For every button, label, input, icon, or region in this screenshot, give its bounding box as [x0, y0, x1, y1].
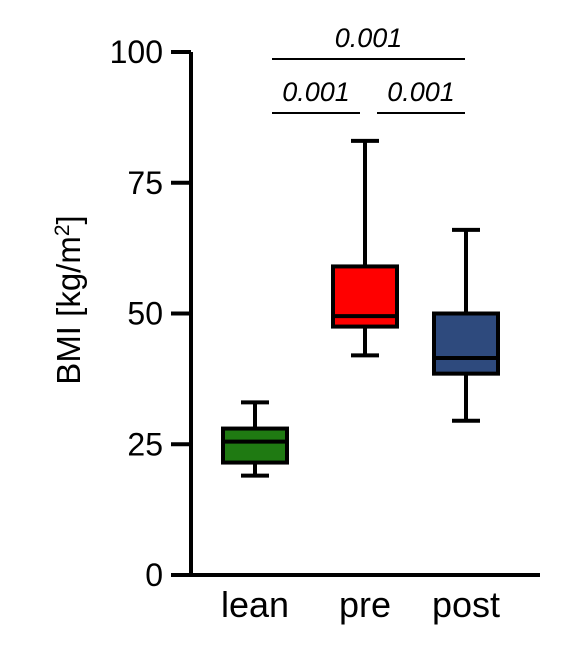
- x-tick-label-lean: lean: [221, 584, 289, 625]
- significance-group: 0.001 0.001 0.001: [272, 23, 465, 114]
- box-iqr: [432, 311, 500, 376]
- box-post: [432, 227, 500, 423]
- significance-p-value: 0.001: [335, 23, 403, 53]
- significance-lean-post: 0.001: [272, 23, 465, 60]
- y-axis-label: BMI [kg/m2]: [50, 215, 87, 384]
- y-tick-label: 75: [127, 165, 163, 201]
- x-tick-label-post: post: [432, 584, 500, 625]
- significance-p-value: 0.001: [282, 77, 350, 107]
- y-axis-label-tail: ]: [50, 215, 87, 224]
- boxes-group: [221, 138, 500, 478]
- y-tick-label: 0: [145, 557, 163, 593]
- axes-group: 0 25 50 75 100 lean pre post: [110, 34, 540, 625]
- box-pre: [331, 138, 399, 358]
- y-axis-label-base: BMI [kg/m: [50, 236, 87, 385]
- significance-p-value: 0.001: [387, 77, 455, 107]
- box-iqr: [221, 426, 289, 465]
- y-axis-label-superscript: 2: [51, 224, 74, 236]
- y-tick-label: 25: [127, 426, 163, 462]
- significance-lean-pre: 0.001: [272, 77, 360, 114]
- y-tick-label: 100: [110, 34, 163, 70]
- significance-pre-post: 0.001: [377, 77, 465, 114]
- y-tick-label: 50: [127, 296, 163, 332]
- box-lean: [221, 400, 289, 478]
- x-tick-label-pre: pre: [339, 584, 391, 625]
